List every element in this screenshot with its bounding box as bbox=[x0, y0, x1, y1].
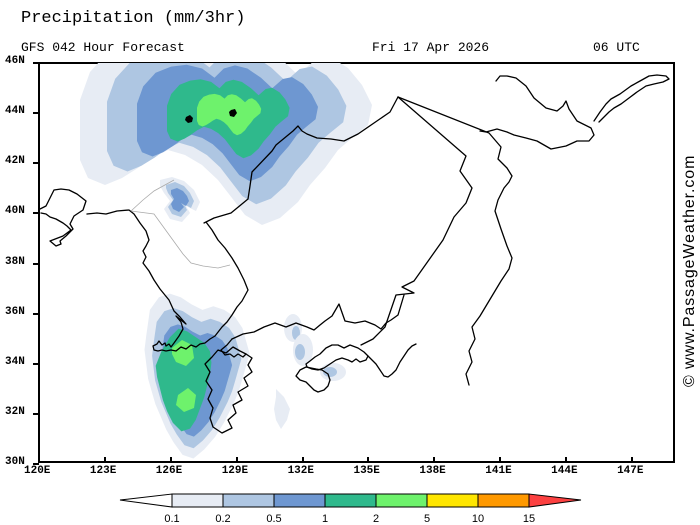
svg-text:0.2: 0.2 bbox=[215, 513, 230, 525]
svg-text:2: 2 bbox=[373, 513, 379, 525]
svg-text:5: 5 bbox=[424, 513, 430, 525]
svg-text:10: 10 bbox=[472, 513, 484, 525]
svg-text:15: 15 bbox=[523, 513, 535, 525]
svg-text:1: 1 bbox=[322, 513, 328, 525]
svg-text:0.5: 0.5 bbox=[266, 513, 281, 525]
svg-text:0.1: 0.1 bbox=[164, 513, 179, 525]
